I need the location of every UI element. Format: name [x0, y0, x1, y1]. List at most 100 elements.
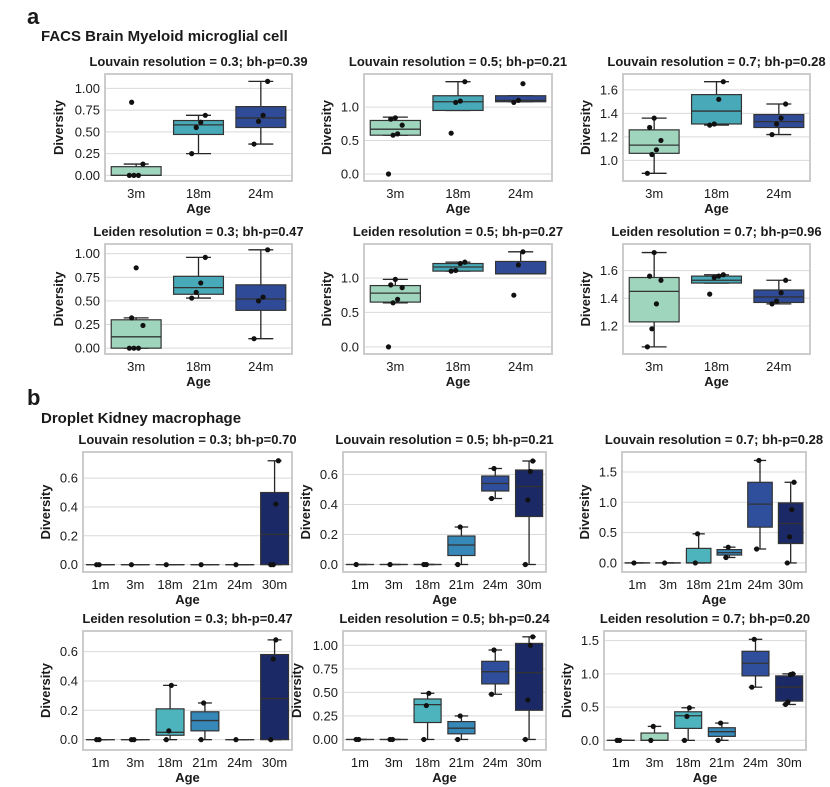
- data-point: [270, 656, 276, 662]
- data-point: [718, 720, 724, 726]
- data-point: [131, 737, 137, 743]
- box-18m: [172, 112, 225, 157]
- data-point: [692, 560, 698, 566]
- data-point: [651, 115, 657, 121]
- data-point: [129, 99, 135, 105]
- data-point: [353, 561, 359, 568]
- chart-title: Leiden resolution = 0.3; bh-p=0.47: [93, 224, 303, 239]
- x-tick-label: 24m: [483, 577, 508, 592]
- data-point: [778, 115, 784, 121]
- data-point: [455, 736, 461, 743]
- y-tick-label: 1.6: [600, 82, 618, 97]
- y-tick-label: 0.5: [341, 133, 359, 148]
- data-point: [527, 642, 533, 648]
- data-point: [392, 115, 398, 121]
- box-3m: [369, 276, 421, 350]
- box-18m: [685, 531, 712, 566]
- data-point: [647, 273, 653, 279]
- x-tick-label: 21m: [192, 755, 217, 770]
- data-point: [530, 634, 536, 640]
- x-tick-label: 18m: [676, 755, 701, 770]
- data-point: [749, 684, 755, 690]
- data-point: [648, 737, 654, 743]
- data-point: [647, 124, 653, 131]
- box-3m: [640, 723, 669, 743]
- data-point: [389, 736, 396, 743]
- y-tick-label: 0.00: [313, 732, 338, 747]
- box-body: [495, 95, 547, 103]
- box-3m: [120, 737, 150, 743]
- chart-panel-b-leiden-0.3: Leiden resolution = 0.3; bh-p=0.47 0.0 0.2…: [38, 611, 293, 785]
- data-point: [716, 273, 722, 279]
- box-body: [172, 275, 225, 295]
- y-tick-label: 1.0: [581, 666, 599, 681]
- plot-frame: [603, 630, 807, 751]
- box-24m: [481, 647, 510, 697]
- x-tick-label: 18m: [157, 755, 182, 770]
- box-30m: [777, 479, 804, 566]
- x-tick-label: 24m: [227, 577, 252, 592]
- x-tick-label: 24m: [766, 186, 791, 201]
- panel-letter-a: a: [27, 4, 40, 29]
- data-point: [522, 736, 528, 743]
- x-axis-label: Age: [175, 770, 200, 785]
- data-point: [488, 495, 495, 502]
- y-tick-label: 0.2: [60, 528, 78, 543]
- plot-frame: [622, 73, 811, 182]
- data-point: [255, 298, 262, 304]
- chart-title: Louvain resolution = 0.3; bh-p=0.39: [89, 54, 307, 69]
- y-axis-label: Diversity: [578, 271, 593, 327]
- data-point: [423, 702, 429, 709]
- box-18m: [432, 79, 484, 136]
- y-tick-label: 1.0: [600, 153, 618, 168]
- y-tick-label: 1.4: [600, 106, 618, 121]
- data-point: [193, 124, 199, 131]
- data-point: [388, 116, 394, 122]
- data-point: [650, 723, 656, 729]
- box-21m: [447, 713, 476, 743]
- data-point: [651, 249, 657, 256]
- box-body: [753, 289, 805, 304]
- data-point: [96, 562, 102, 568]
- x-tick-label: 21m: [717, 577, 742, 592]
- data-point: [681, 737, 688, 743]
- data-point: [198, 280, 204, 286]
- data-point: [530, 458, 536, 464]
- y-tick-label: 0.75: [75, 270, 100, 285]
- data-point: [273, 501, 279, 507]
- plot-frame: [82, 451, 293, 573]
- data-point: [96, 737, 102, 743]
- box-3m: [379, 561, 408, 568]
- plot-frame: [104, 243, 293, 355]
- x-tick-label: 3m: [385, 755, 403, 770]
- data-point: [423, 561, 429, 568]
- y-tick-label: 0.6: [60, 471, 78, 486]
- box-18m: [690, 79, 743, 128]
- y-tick-label: 0.5: [341, 305, 359, 320]
- data-point: [511, 292, 517, 298]
- data-point: [265, 247, 271, 253]
- data-point: [260, 112, 266, 118]
- box-24m: [235, 78, 287, 147]
- box-21m: [707, 720, 736, 743]
- data-point: [527, 468, 533, 475]
- chart-title: Louvain resolution = 0.7; bh-p=0.28: [605, 432, 823, 447]
- y-tick-label: 0.25: [313, 708, 338, 723]
- x-tick-label: 1m: [612, 755, 630, 770]
- data-point: [694, 531, 701, 537]
- x-tick-label: 3m: [126, 755, 144, 770]
- box-18m: [690, 272, 743, 297]
- y-tick-label: 1.4: [600, 291, 618, 306]
- data-point: [399, 122, 405, 128]
- x-axis-label: Age: [175, 592, 200, 607]
- y-tick-label: 0.5: [599, 525, 617, 540]
- x-tick-label: 21m: [449, 577, 474, 592]
- x-tick-label: 1m: [91, 755, 109, 770]
- x-tick-label: 1m: [91, 577, 109, 592]
- data-point: [202, 254, 208, 260]
- data-point: [520, 81, 526, 87]
- x-tick-label: 3m: [645, 755, 663, 770]
- box-3m: [655, 560, 681, 566]
- data-point: [251, 336, 257, 342]
- data-point: [658, 137, 664, 144]
